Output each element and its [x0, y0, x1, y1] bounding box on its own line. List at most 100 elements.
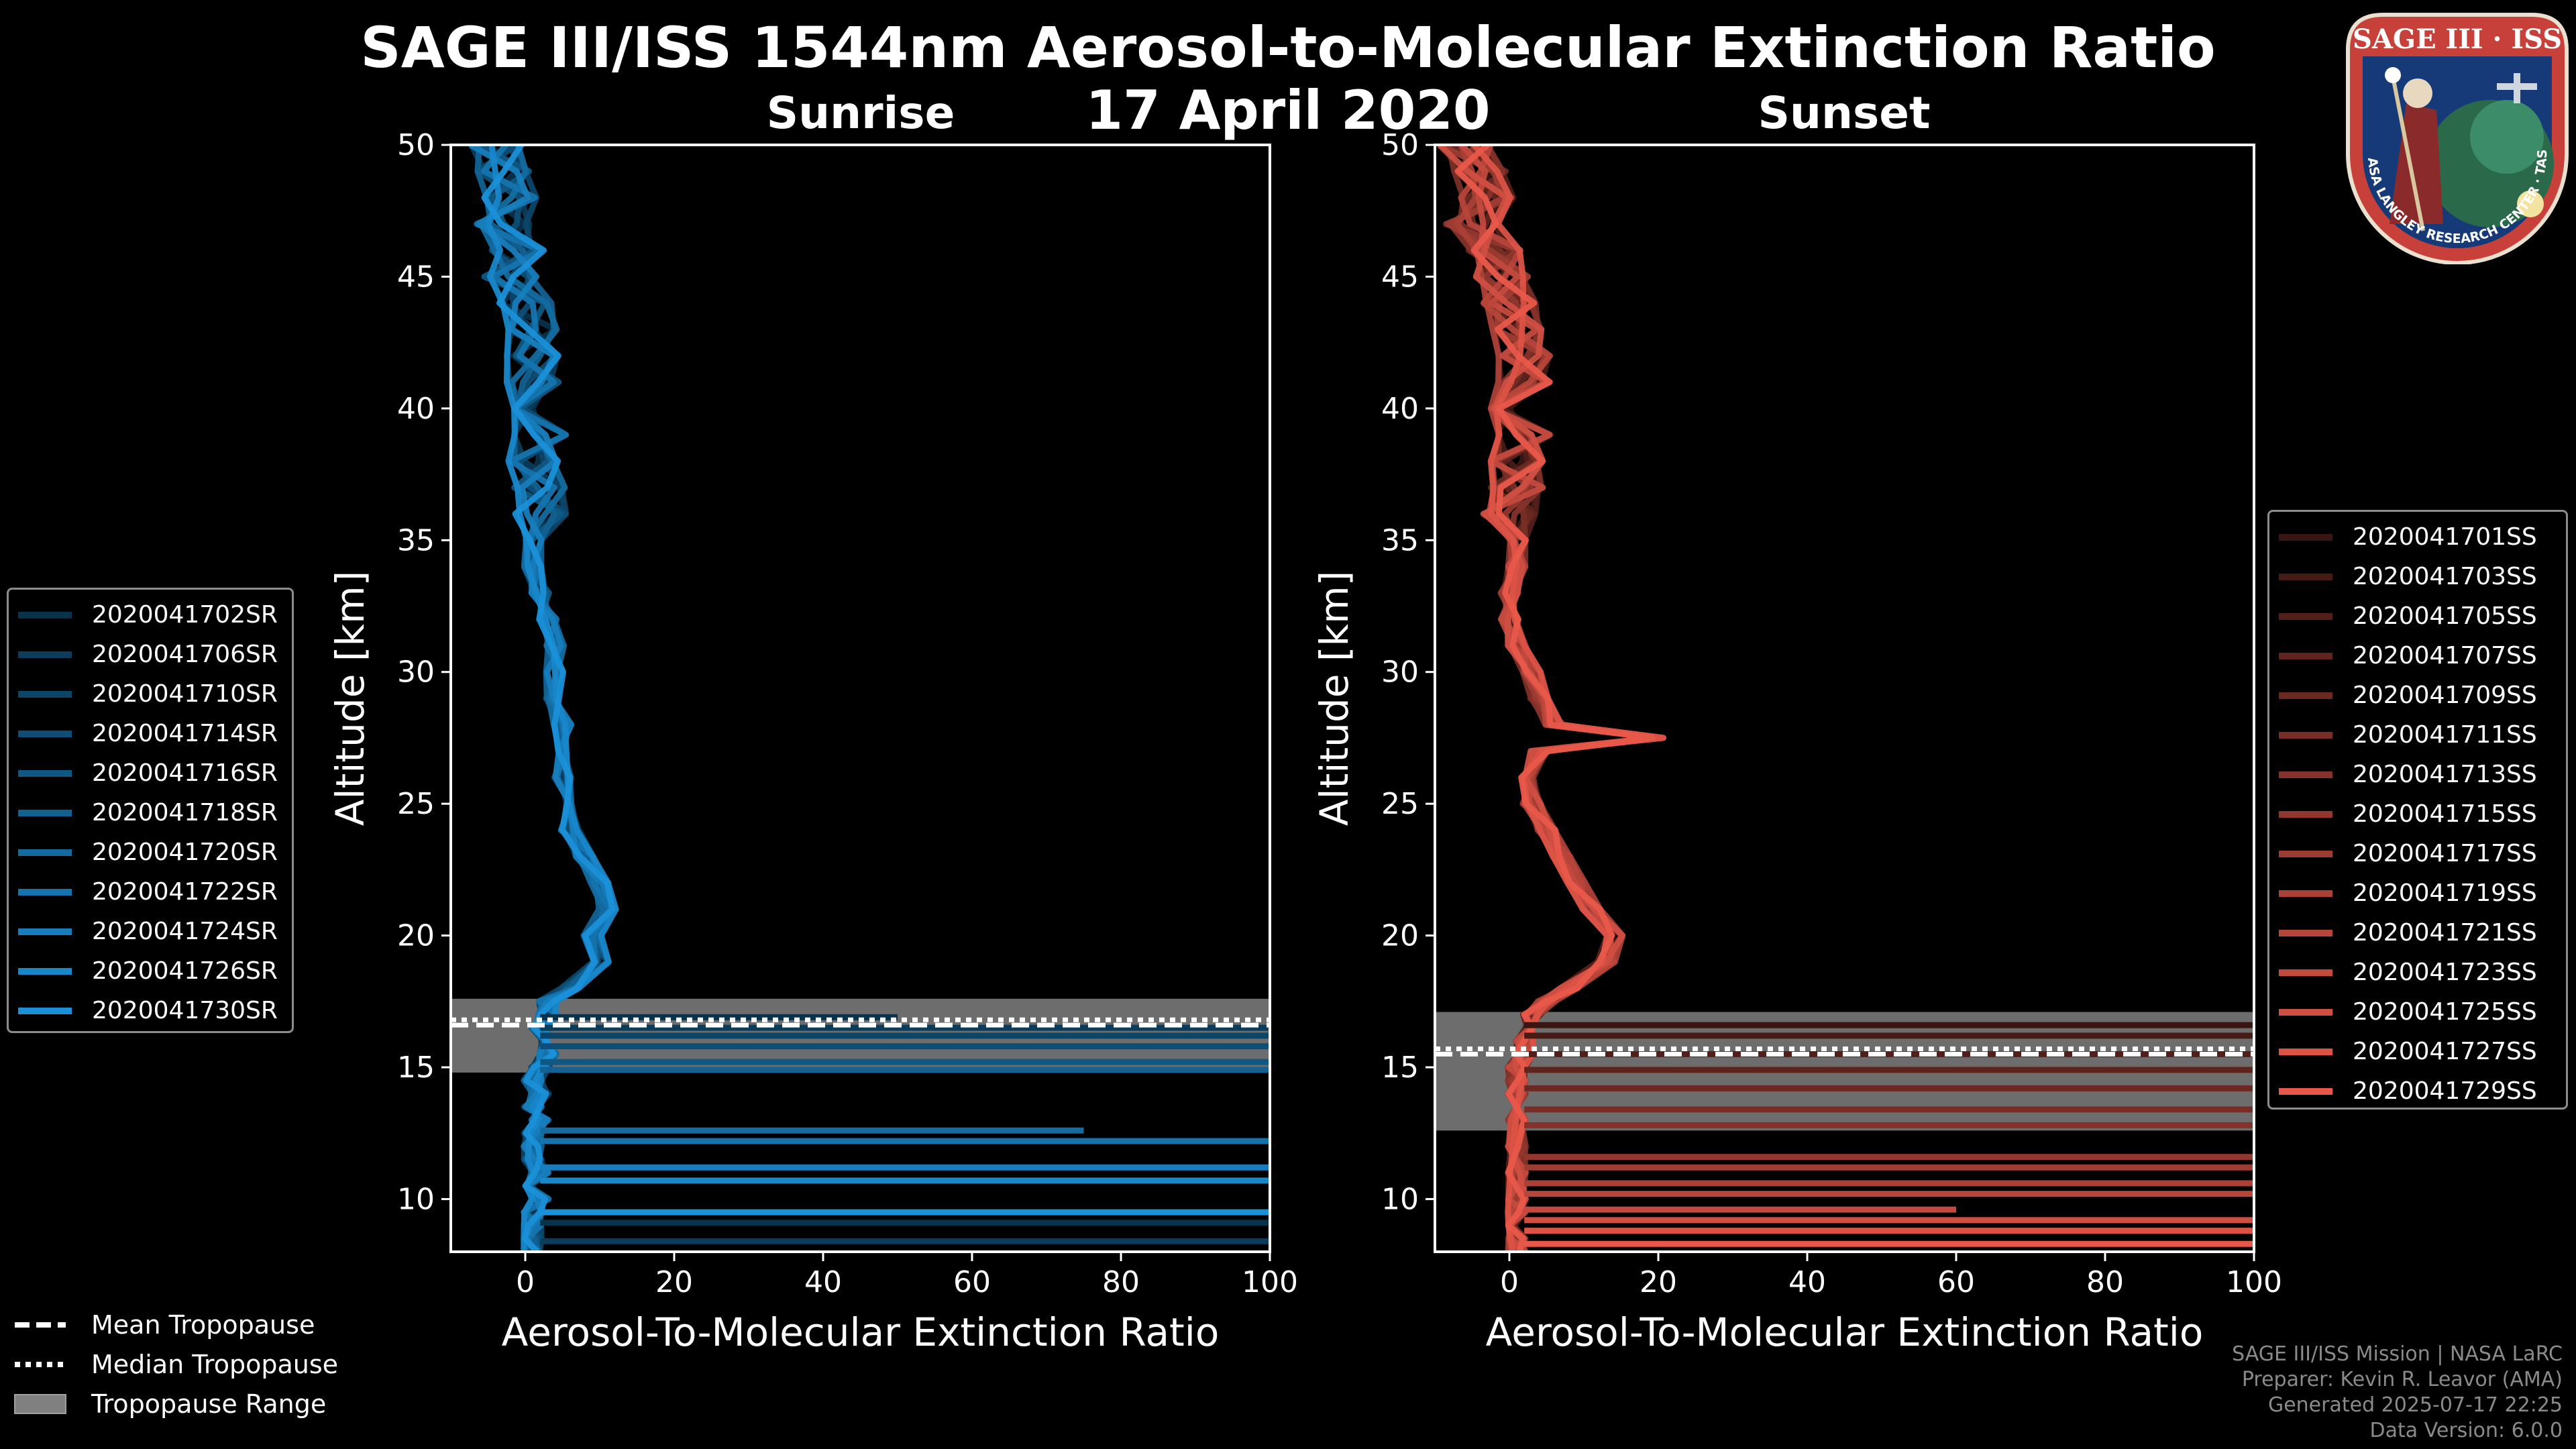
legend-swatch: [2279, 810, 2332, 818]
legend-item-2020041703SS: 2020041703SS: [2269, 557, 2537, 596]
legend-label: 2020041719SS: [2353, 879, 2537, 907]
sunset-x-tick-label: 60: [1937, 1265, 1975, 1299]
legend-item-2020041706SR: 2020041706SR: [9, 635, 278, 674]
sunrise-x-tick-label: 100: [1242, 1265, 1298, 1299]
sunset-y-tick-label: 25: [1381, 787, 1419, 821]
footer: SAGE III/ISS Mission | NASA LaRC Prepare…: [2232, 1342, 2563, 1444]
legend-swatch: [2279, 692, 2332, 699]
legend-swatch: [2279, 1048, 2332, 1055]
legend-mean-label: Mean Tropopause: [91, 1309, 315, 1340]
legend-swatch: [2279, 890, 2332, 897]
legend-item-2020041726SR: 2020041726SR: [9, 951, 278, 991]
chart-date: 17 April 2020: [1085, 79, 1491, 142]
sunrise-series-group: [451, 145, 1270, 1252]
sunrise-y-tick-label: 30: [397, 655, 435, 690]
legend-label: 2020041717SS: [2353, 840, 2537, 867]
legend-swatch: [2279, 573, 2332, 580]
sunset-y-tick-label: 15: [1381, 1051, 1419, 1085]
dashed-line-swatch: [15, 1322, 66, 1328]
legend-tropopause-range: Tropopause Range: [13, 1384, 338, 1424]
sunrise-y-tick-label: 15: [397, 1051, 435, 1085]
legend-label: 2020041709SS: [2353, 682, 2537, 709]
range-swatch: [14, 1393, 66, 1414]
legend-label: 2020041701SS: [2353, 523, 2537, 551]
legend-label: 2020041720SR: [92, 839, 278, 866]
legend-swatch: [18, 849, 72, 856]
sunrise-y-axis-label: Altitude [km]: [327, 571, 373, 826]
sunset-x-tick-label: 100: [2226, 1265, 2282, 1299]
sunset-x-axis-label: Aerosol-To-Molecular Extinction Ratio: [1486, 1309, 2204, 1355]
legend-label: 2020041705SS: [2353, 602, 2537, 630]
legend-item-2020041715SS: 2020041715SS: [2269, 794, 2537, 834]
sunset-x-tick-label: 0: [1500, 1265, 1519, 1299]
legend-label: 2020041707SS: [2353, 642, 2537, 669]
legend-item-2020041710SR: 2020041710SR: [9, 674, 278, 714]
legend-label: 2020041702SR: [92, 601, 278, 629]
sunrise-y-tick-label: 20: [397, 919, 435, 953]
sunset-x-tick-label: 40: [1788, 1265, 1826, 1299]
legend-swatch: [2279, 652, 2332, 659]
sunrise-x-tick-label: 60: [953, 1265, 991, 1299]
legend-item-2020041713SS: 2020041713SS: [2269, 755, 2537, 794]
legend-swatch: [18, 611, 72, 619]
sunset-series-group: [1435, 145, 2254, 1252]
footer-version: Data Version: 6.0.0: [2369, 1419, 2563, 1442]
legend-label: 2020041721SS: [2353, 919, 2537, 947]
sage-mission-logo: SAGE III · ISS BALL · NASA LANGLEY RESEA…: [2343, 9, 2569, 264]
dotted-line-swatch: [15, 1361, 66, 1367]
sunset-series-2020041729SS: [1454, 145, 1656, 1252]
sunset-legend: 2020041701SS 2020041703SS 2020041705SS 2020…: [2267, 510, 2568, 1110]
legend-label: 2020041713SS: [2353, 761, 2537, 788]
legend-swatch: [2279, 1008, 2332, 1016]
legend-item-2020041724SR: 2020041724SR: [9, 912, 278, 951]
legend-swatch: [2279, 731, 2332, 739]
sunset-y-tick-label: 50: [1381, 128, 1419, 162]
legend-label: 2020041727SS: [2353, 1038, 2537, 1065]
sunrise-x-tick-label: 20: [655, 1265, 693, 1299]
footer-mission: SAGE III/ISS Mission | NASA LaRC: [2232, 1342, 2563, 1366]
footer-preparer: Preparer: Kevin R. Leavor (AMA): [2241, 1368, 2563, 1391]
sunrise-legend: 2020041702SR 2020041706SR 2020041710SR 2020…: [7, 588, 294, 1033]
legend-swatch: [2279, 533, 2332, 541]
sunset-x-tick-label: 80: [2086, 1265, 2124, 1299]
legend-swatch: [18, 888, 72, 896]
legend-label: 2020041710SR: [92, 680, 278, 708]
sunrise-x-tick-label: 40: [804, 1265, 842, 1299]
legend-swatch: [2279, 929, 2332, 936]
legend-label: 2020041714SR: [92, 720, 278, 747]
sunset-y-tick-label: 30: [1381, 655, 1419, 690]
legend-item-2020041723SS: 2020041723SS: [2269, 953, 2537, 992]
sunset-axes-frame: [1434, 144, 2255, 1253]
sunset-x-tick-label: 20: [1640, 1265, 1677, 1299]
legend-item-2020041702SR: 2020041702SR: [9, 595, 278, 635]
legend-item-2020041709SS: 2020041709SS: [2269, 676, 2537, 715]
sunrise-plot-area: 0 20 40 60 80 100 10 15 20 25 30 35 40 45 50 Aerosol-To…: [327, 128, 1298, 1355]
legend-label: 2020041722SR: [92, 878, 278, 906]
legend-swatch: [18, 769, 72, 777]
sunset-y-tick-label: 20: [1381, 919, 1419, 953]
legend-swatch: [2279, 612, 2332, 620]
legend-item-2020041719SS: 2020041719SS: [2269, 873, 2537, 913]
sunset-y-tick-label: 45: [1381, 260, 1419, 294]
legend-item-2020041718SR: 2020041718SR: [9, 793, 278, 833]
sunset-y-tick-label: 35: [1381, 523, 1419, 557]
legend-swatch: [18, 809, 72, 816]
sunrise-y-tick-label: 45: [397, 260, 435, 294]
sunrise-y-tick-label: 10: [397, 1182, 435, 1216]
legend-swatch: [18, 651, 72, 658]
legend-item-2020041716SR: 2020041716SR: [9, 753, 278, 793]
legend-swatch: [2279, 969, 2332, 976]
sunset-panel-title: Sunset: [1758, 87, 1931, 139]
legend-label: 2020041716SR: [92, 759, 278, 787]
legend-item-2020041707SS: 2020041707SS: [2269, 636, 2537, 676]
legend-label: 2020041703SS: [2353, 563, 2537, 590]
sunrise-panel-title: Sunrise: [766, 87, 955, 139]
sunrise-x-tick-label: 80: [1102, 1265, 1140, 1299]
legend-item-2020041725SS: 2020041725SS: [2269, 992, 2537, 1032]
legend-swatch: [18, 967, 72, 975]
legend-label: 2020041718SR: [92, 799, 278, 826]
legend-label: 2020041711SS: [2353, 721, 2537, 749]
legend-median-label: Median Tropopause: [91, 1349, 338, 1379]
legend-item-2020041721SS: 2020041721SS: [2269, 913, 2537, 953]
